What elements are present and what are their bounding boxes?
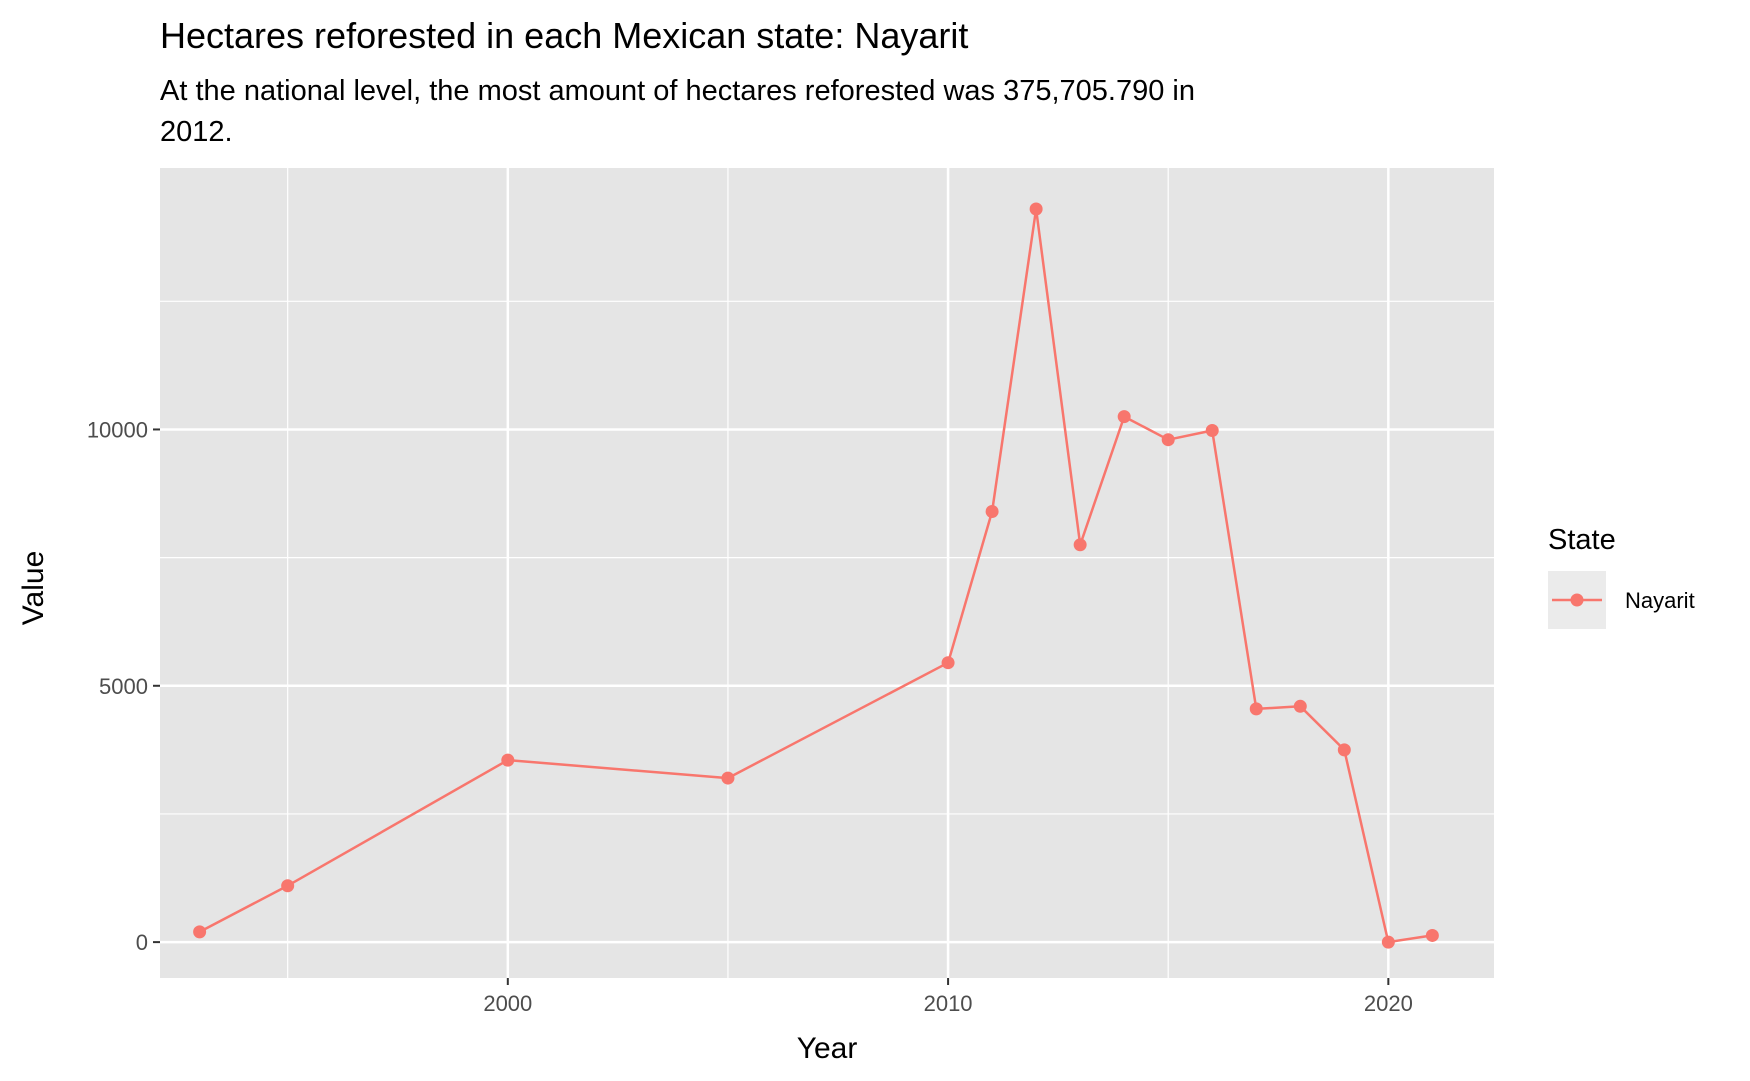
x-tick-label: 2020: [1364, 991, 1413, 1016]
data-point: [941, 656, 955, 670]
y-axis: 0 5000 10000: [87, 417, 160, 955]
x-axis: 2000 2010 2020: [483, 978, 1413, 1016]
data-point: [1249, 702, 1263, 716]
data-point: [1425, 928, 1439, 942]
y-axis-title: Value: [17, 551, 50, 626]
chart-title: Hectares reforested in each Mexican stat…: [160, 15, 968, 56]
legend-label-nayarit: Nayarit: [1625, 588, 1695, 613]
data-point: [1117, 410, 1131, 424]
data-point: [1029, 202, 1043, 216]
x-tick-label: 2000: [483, 991, 532, 1016]
legend-title: State: [1548, 524, 1616, 556]
series-layer: [193, 202, 1439, 949]
data-point: [501, 753, 515, 767]
data-point: [721, 771, 735, 785]
x-axis-title: Year: [797, 1032, 858, 1065]
y-tick-label: 10000: [87, 417, 148, 442]
data-point: [985, 504, 999, 518]
chart-subtitle-line-1: At the national level, the most amount o…: [160, 75, 1195, 107]
data-point: [1381, 935, 1395, 949]
plot-panel: [160, 168, 1494, 978]
data-point: [1073, 538, 1087, 552]
data-point: [1161, 433, 1175, 447]
data-point: [193, 925, 207, 939]
data-point: [1337, 743, 1351, 757]
grid-lines: [160, 168, 1494, 978]
y-tick-label: 5000: [99, 674, 148, 699]
x-tick-label: 2010: [924, 991, 973, 1016]
chart-subtitle-line-2: 2012.: [160, 116, 233, 148]
data-point: [1205, 423, 1219, 437]
y-tick-label: 0: [136, 930, 148, 955]
legend: State Nayarit: [1548, 524, 1695, 629]
data-point: [1293, 699, 1307, 713]
data-point: [281, 879, 295, 893]
series-line-nayarit: [199, 207, 1433, 944]
legend-key-point: [1570, 593, 1584, 607]
